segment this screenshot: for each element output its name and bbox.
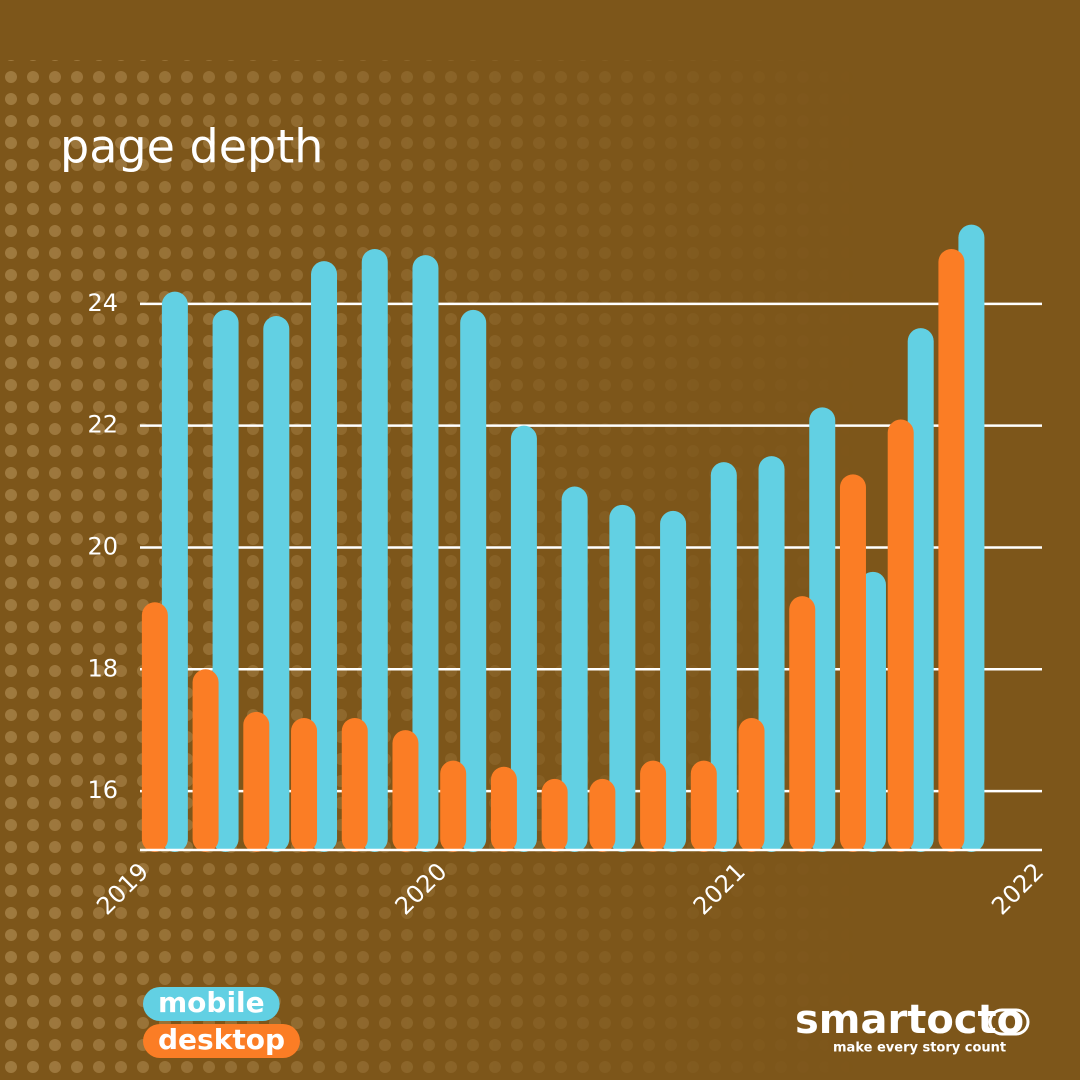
bar [412,255,439,852]
y-tick-label: 20 [87,532,118,560]
logo-text: smartocto [795,997,1024,1043]
bar [839,474,866,852]
bar [887,419,914,852]
bar [161,291,188,852]
bar [541,778,568,852]
bar [859,571,886,852]
bar [589,778,616,852]
bar [690,760,717,852]
bar [141,602,168,852]
bar [361,249,388,852]
bar [789,596,816,852]
bar [212,309,239,853]
y-tick-label: 24 [87,289,118,317]
bar [510,425,537,852]
bar [938,249,965,852]
chart-title: page depth [60,120,323,174]
bar [710,462,737,852]
bar [809,407,836,852]
bar [660,510,687,852]
legend: mobile desktop [143,986,300,1058]
y-tick-label: 22 [87,411,118,439]
bar [392,730,419,852]
logo: smartocto make every story count [795,997,1030,1056]
bar [243,711,270,852]
legend-label: mobile [158,986,265,1019]
bar [738,718,765,852]
legend-swatch [143,987,280,1021]
bar [640,760,667,852]
bar [291,718,318,852]
legend-label: desktop [158,1023,285,1056]
bar [311,261,338,852]
bar [609,504,636,852]
bar [958,224,985,853]
legend-swatch [143,1024,300,1058]
bar [561,486,588,852]
bar [758,456,785,852]
bars [141,224,985,853]
bar [460,309,487,853]
logo-toggle [988,1008,1030,1036]
y-tick-label: 18 [87,654,118,682]
bar [192,669,219,852]
bar [907,328,934,852]
bar [341,718,368,852]
bar [440,760,467,852]
y-tick-label: 16 [87,776,118,804]
bar [490,766,517,852]
bar [263,316,290,852]
logo-tagline: make every story count [833,1041,1006,1056]
